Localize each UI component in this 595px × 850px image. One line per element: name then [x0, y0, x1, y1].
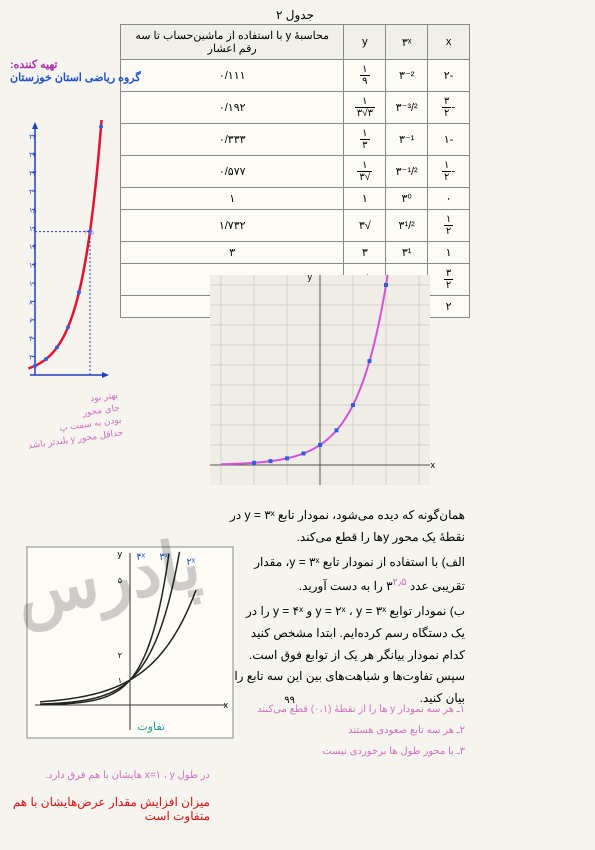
svg-text:۲۶: ۲۶	[29, 134, 37, 141]
p2: الف) با استفاده از نمودار تابع y = ۳ˣ، م…	[230, 552, 465, 597]
svg-text:۲: ۲	[118, 651, 122, 660]
svg-text:۳ˣ: ۳ˣ	[159, 552, 168, 563]
svg-text:۱۲: ۱۲	[29, 263, 37, 270]
mid-graph: xy	[195, 270, 445, 495]
svg-text:۲۰: ۲۰	[29, 189, 37, 196]
th-x: x	[428, 25, 470, 60]
pink-annotation-1: بهتر بود جای محور بودن به سمت پ حداقل مح…	[22, 389, 124, 452]
svg-text:y: y	[308, 272, 313, 282]
table-title: جدول ۲	[120, 8, 470, 22]
pink-side-note: در طول x=۱ ، y هایشان با هم فرق دارد.	[45, 770, 210, 781]
pink-bottom-notes: ۱ـ هر سه نمودار y ها را از نقطهٔ (۰،۱) ق…	[10, 703, 465, 766]
svg-text:۲: ۲	[29, 355, 33, 362]
svg-text:۲۲: ۲۲	[29, 171, 37, 178]
th-calc: محاسبهٔ y با استفاده از ماشین‌حساب تا سه…	[121, 25, 344, 60]
credit-block: تهیه کننده: گروه ریاضی استان خوزستان	[10, 58, 141, 84]
svg-text:y: y	[118, 549, 123, 559]
body-text: همان‌گونه که دیده می‌شود، نمودار تابع y …	[230, 505, 465, 713]
credit-l2: گروه ریاضی استان خوزستان	[10, 71, 141, 84]
svg-text:۲ˣ: ۲ˣ	[186, 557, 195, 568]
credit-l1: تهیه کننده:	[10, 58, 141, 71]
svg-text:۴ˣ: ۴ˣ	[136, 552, 145, 563]
svg-text:۵: ۵	[118, 576, 122, 585]
svg-text:۴: ۴	[29, 336, 33, 343]
exponential-graph: ۲۶۲۴۲۲۲۰۱۸۱۶۱۴۱۲۱۰۸۶۴۲ ۲٫۵	[5, 120, 110, 385]
red-bottom-note: میزان افزایش مقدار عرض‌هایشان با هم متفا…	[0, 795, 210, 823]
p3: ب) نمودار توابع y = ۲ˣ ، y = ۳ˣ و y = ۴ˣ…	[230, 601, 465, 709]
th-3x: ۳ˣ	[386, 25, 428, 60]
p1: همان‌گونه که دیده می‌شود، نمودار تابع y …	[230, 505, 465, 548]
svg-text:۶: ۶	[29, 318, 33, 325]
svg-text:x: x	[431, 460, 436, 470]
svg-text:۱: ۱	[118, 676, 122, 685]
svg-text:۲٫۵: ۲٫۵	[84, 230, 94, 237]
th-y: y	[344, 25, 386, 60]
svg-text:۱۴: ۱۴	[29, 244, 37, 251]
svg-text:۲۴: ۲۴	[29, 152, 37, 159]
svg-text:۱۸: ۱۸	[29, 207, 37, 214]
svg-text:۱۰: ۱۰	[29, 281, 37, 288]
svg-text:۸: ۸	[29, 299, 33, 306]
